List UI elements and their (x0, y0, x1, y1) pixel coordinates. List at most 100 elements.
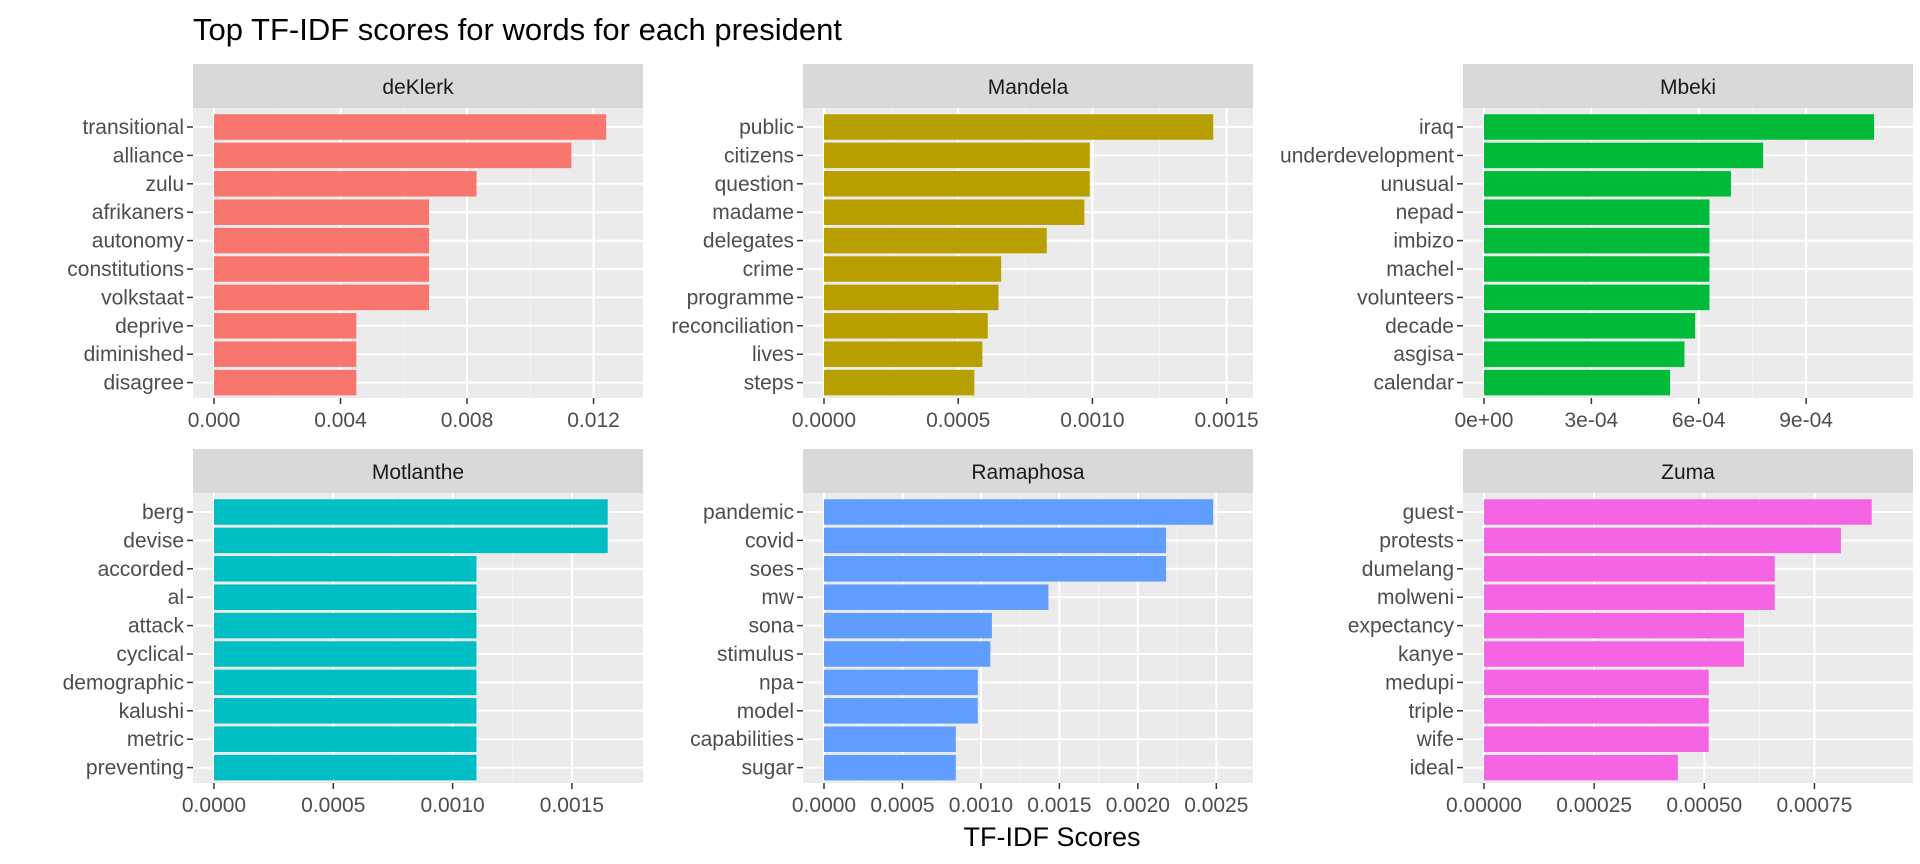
bar-kanye (1484, 641, 1744, 667)
x-tick-label: 0.0000 (182, 794, 246, 817)
x-tick-label: 0e+00 (1455, 409, 1514, 432)
bar-stimulus (824, 641, 991, 667)
category-label: accorded (98, 558, 184, 581)
bar-disagree (214, 369, 357, 396)
bar-alliance (214, 142, 572, 169)
category-label: afrikaners (92, 201, 184, 224)
bar-reconciliation (824, 313, 988, 339)
bar-molweni (1484, 584, 1775, 610)
category-label: triple (1408, 700, 1454, 723)
bar-zulu (214, 171, 477, 197)
bar-capabilities (824, 726, 956, 752)
category-label: covid (745, 529, 794, 552)
bar-metric (214, 726, 477, 752)
bar-asgisa (1484, 341, 1685, 367)
bar-afrikaners (214, 199, 430, 225)
category-label: wife (1416, 728, 1454, 751)
category-label: npa (759, 671, 794, 694)
category-label: pandemic (703, 501, 794, 524)
bar-iraq (1484, 114, 1875, 140)
category-label: transitional (82, 116, 184, 139)
category-label: alliance (113, 144, 184, 167)
facet-strip-label: deKlerk (382, 76, 454, 99)
category-label: steps (744, 372, 794, 395)
category-label: sugar (741, 757, 794, 780)
facet-strip-label: Zuma (1661, 461, 1715, 484)
bar-deprive (214, 313, 357, 339)
bar-programme (824, 284, 999, 311)
facet-strip (193, 64, 643, 108)
category-label: al (168, 586, 184, 609)
bar-steps (824, 369, 975, 396)
category-label: asgisa (1393, 343, 1454, 366)
facet-strip (803, 449, 1253, 493)
category-label: zulu (145, 173, 184, 196)
category-label: deprive (115, 315, 184, 338)
x-tick-label: 0.0010 (420, 794, 484, 817)
bar-crime (824, 256, 1002, 282)
bar-decade (1484, 313, 1696, 339)
category-label: constitutions (67, 258, 184, 281)
bar-preventing (214, 754, 477, 781)
category-label: metric (127, 728, 184, 751)
x-tick-label: 0.000 (188, 409, 241, 432)
category-label: kalushi (119, 700, 184, 723)
bar-citizens (824, 142, 1090, 169)
bar-calendar (1484, 369, 1671, 396)
x-tick-label: 0.00000 (1446, 794, 1522, 817)
facet-strip-label: Motlanthe (372, 461, 464, 484)
facet-deklerk: deKlerk transitional alliance zulu afrikaner… (67, 64, 643, 432)
facet-panels: deKlerk transitional alliance zulu afrikaner… (63, 64, 1913, 817)
category-label: model (737, 700, 794, 723)
x-axis-label: TF-IDF Scores (963, 822, 1140, 852)
chart-title: Top TF-IDF scores for words for each pre… (193, 12, 842, 47)
bar-constitutions (214, 256, 430, 282)
bar-underdevelopment (1484, 142, 1764, 169)
category-label: crime (743, 258, 794, 281)
x-tick-label: 3e-04 (1565, 409, 1619, 432)
bar-mw (824, 584, 1049, 610)
category-label: madame (712, 201, 794, 224)
facet-strip (1463, 449, 1913, 493)
x-tick-label: 0.0005 (926, 409, 990, 432)
bar-imbizo (1484, 227, 1710, 254)
category-label: reconciliation (671, 315, 794, 338)
bar-attack (214, 612, 477, 639)
bar-public (824, 114, 1214, 140)
bar-berg (214, 499, 608, 525)
category-label: ideal (1410, 757, 1454, 780)
bar-volunteers (1484, 284, 1710, 311)
facet-ramaphosa: Ramaphosa pandemic covid soes mw sona stimulus… (690, 449, 1253, 817)
category-label: expectancy (1348, 615, 1455, 638)
facet-strip (803, 64, 1253, 108)
category-label: question (715, 173, 794, 196)
category-label: capabilities (690, 728, 794, 751)
category-label: dumelang (1362, 558, 1454, 581)
category-label: attack (128, 615, 185, 638)
bar-pandemic (824, 499, 1214, 525)
facet-zuma: Zuma guest protests dumelang molweni expectan… (1348, 449, 1913, 817)
category-label: medupi (1385, 671, 1454, 694)
x-tick-label: 0.012 (567, 409, 620, 432)
x-tick-label: 0.0015 (1027, 794, 1091, 817)
bar-machel (1484, 256, 1710, 282)
x-tick-label: 0.0005 (301, 794, 365, 817)
bar-guest (1484, 499, 1872, 525)
facet-strip-label: Mbeki (1660, 76, 1716, 99)
bar-dumelang (1484, 556, 1775, 582)
bar-nepad (1484, 199, 1710, 225)
bar-npa (824, 669, 978, 696)
facet-strip (1463, 64, 1913, 108)
category-label: iraq (1419, 116, 1454, 139)
category-label: machel (1386, 258, 1454, 281)
category-label: autonomy (92, 230, 185, 253)
bar-accorded (214, 556, 477, 582)
x-tick-label: 0.008 (441, 409, 494, 432)
bar-question (824, 171, 1090, 197)
x-tick-label: 0.0015 (540, 794, 604, 817)
category-label: demographic (63, 671, 184, 694)
bar-devise (214, 527, 608, 554)
bar-kalushi (214, 698, 477, 724)
bar-ideal (1484, 754, 1678, 781)
facet-strip (193, 449, 643, 493)
